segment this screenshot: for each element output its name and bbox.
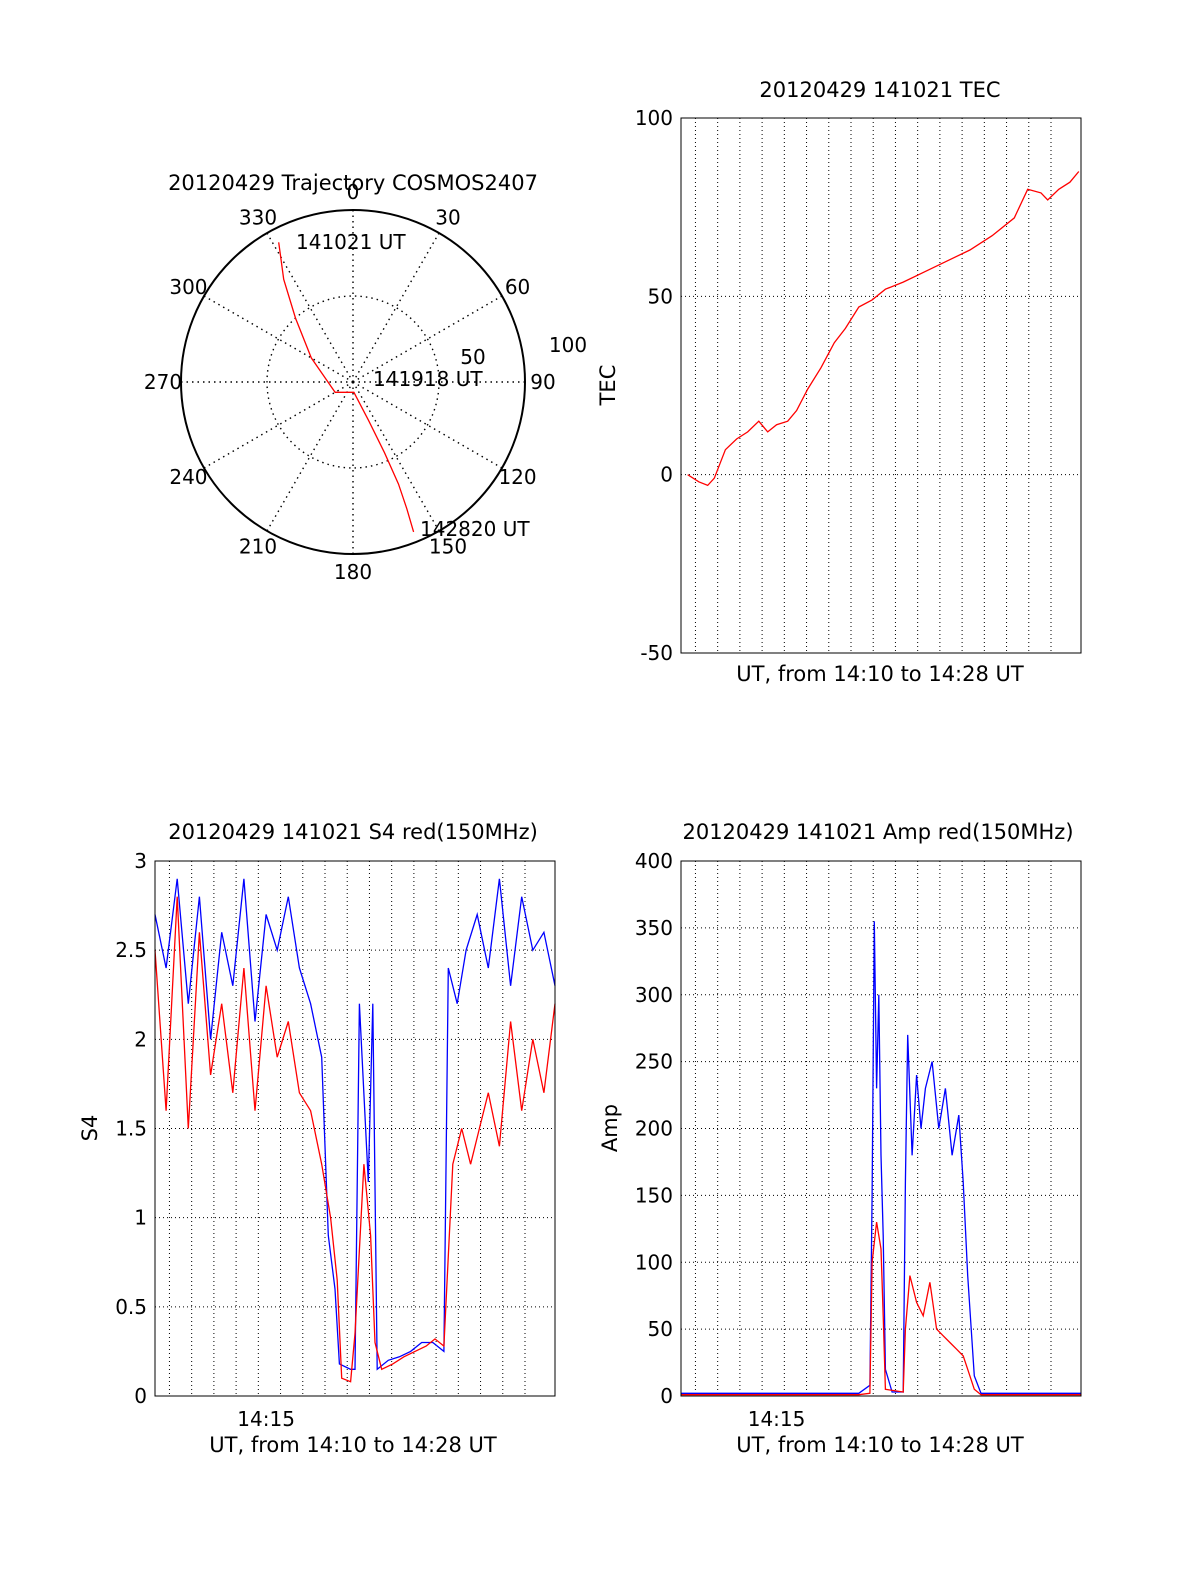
y-tick-label: 3: [134, 849, 147, 873]
tec-series: [687, 171, 1080, 487]
s4-grid: [155, 861, 555, 1396]
amp-x-ticks: 14:15: [748, 1407, 806, 1431]
s4-series: [154, 878, 556, 1383]
tec-ylabel: TEC: [596, 365, 620, 407]
polar-outer-circle: [180, 209, 526, 555]
polar-spoke-60: [352, 295, 503, 383]
polar-spoke-150: [352, 381, 440, 532]
tec-y-ticks: 100 50 0 -50: [635, 106, 673, 665]
y-tick-label: 0: [660, 1384, 673, 1408]
y-tick-label: 2: [134, 1027, 147, 1051]
polar-azimuth-label-30: 30: [435, 205, 460, 229]
series-line-blue: [681, 921, 1081, 1394]
polar-azimuth-label-330: 330: [239, 205, 277, 229]
y-tick-label: 50: [648, 284, 673, 308]
trajectory-line: [278, 242, 415, 533]
series-line-red: [681, 1221, 1081, 1396]
y-tick-label: 400: [635, 849, 673, 873]
amp-ylabel: Amp: [598, 1104, 622, 1152]
x-tick-label: 14:15: [748, 1407, 806, 1431]
series-line-red: [154, 896, 556, 1383]
s4-ylabel: S4: [78, 1115, 102, 1142]
polar-azimuth-label-90: 90: [530, 370, 555, 394]
polar-spoke-30: [352, 232, 440, 383]
y-tick-label: 350: [635, 916, 673, 940]
s4-x-ticks: 14:15: [237, 1407, 295, 1431]
y-tick-label: 0.5: [115, 1295, 147, 1319]
polar-azimuth-label-180: 180: [334, 560, 372, 584]
s4-title: 20120429 141021 S4 red(150MHz): [168, 820, 538, 844]
y-tick-label: 300: [635, 983, 673, 1007]
trajectory-panel: 20120429 Trajectory COSMOS2407 0 30 60 90 12…: [144, 171, 587, 584]
polar-azimuth-label-300: 300: [169, 275, 207, 299]
tec-panel: 20120429 141021 TEC 100 50 0 -50 UT, from 1…: [596, 78, 1082, 686]
y-tick-label: 100: [635, 106, 673, 130]
polar-azimuth-label-150: 150: [429, 535, 467, 559]
series-line-red: [687, 171, 1080, 487]
amp-xlabel: UT, from 14:10 to 14:28 UT: [736, 1433, 1024, 1457]
amp-plot-frame: [680, 860, 1082, 1397]
polar-spoke-300: [203, 295, 354, 383]
annotation-mid: 141918 UT: [373, 367, 483, 391]
polar-azimuth-label-270: 270: [144, 370, 182, 394]
s4-plot-frame: [154, 860, 556, 1397]
polar-grid: [181, 210, 525, 554]
amp-panel: 20120429 141021 Amp red(150MHz) 400 350 30…: [598, 820, 1082, 1457]
polar-azimuth-label-210: 210: [239, 535, 277, 559]
series-line-blue: [154, 878, 556, 1371]
tec-grid: [681, 118, 1081, 653]
radial-label-100: 100: [549, 333, 587, 357]
polar-azimuth-labels: 0 30 60 90 120 150 180 210 240 270 300 330: [144, 180, 556, 584]
y-tick-label: 100: [635, 1250, 673, 1274]
y-tick-label: 0: [134, 1384, 147, 1408]
x-tick-label: 14:15: [237, 1407, 295, 1431]
y-tick-label: 0: [660, 463, 673, 487]
y-tick-label: 250: [635, 1050, 673, 1074]
polar-azimuth-label-60: 60: [505, 275, 530, 299]
y-tick-label: -50: [640, 641, 673, 665]
y-tick-label: 2.5: [115, 938, 147, 962]
s4-xlabel: UT, from 14:10 to 14:28 UT: [209, 1433, 497, 1457]
y-tick-label: 1: [134, 1206, 147, 1230]
tec-xlabel: UT, from 14:10 to 14:28 UT: [736, 662, 1024, 686]
s4-y-ticks: 3 2.5 2 1.5 1 0.5 0: [115, 849, 147, 1408]
tec-title: 20120429 141021 TEC: [759, 78, 1000, 102]
radial-label-50: 50: [460, 345, 485, 369]
polar-ring-50: [266, 295, 440, 469]
polar-spoke-240: [203, 381, 354, 469]
polar-azimuth-label-240: 240: [169, 465, 207, 489]
y-tick-label: 200: [635, 1117, 673, 1141]
amp-series: [681, 921, 1081, 1396]
tec-plot-frame: [680, 117, 1082, 654]
y-tick-label: 1.5: [115, 1117, 147, 1141]
y-tick-label: 150: [635, 1183, 673, 1207]
polar-azimuth-label-0: 0: [347, 180, 360, 204]
polar-spoke-120: [352, 381, 503, 469]
annotation-start: 141021 UT: [296, 230, 406, 254]
amp-y-ticks: 400 350 300 250 200 150 100 50 0: [635, 849, 673, 1408]
trajectory-title: 20120429 Trajectory COSMOS2407: [168, 171, 538, 195]
s4-panel: 20120429 141021 S4 red(150MHz) 3 2.5 2 1.5 1…: [78, 820, 556, 1457]
annotation-end: 142820 UT: [420, 517, 530, 541]
amp-title: 20120429 141021 Amp red(150MHz): [682, 820, 1073, 844]
polar-azimuth-label-120: 120: [498, 465, 536, 489]
polar-spoke-210: [266, 381, 354, 532]
y-tick-label: 50: [648, 1317, 673, 1341]
